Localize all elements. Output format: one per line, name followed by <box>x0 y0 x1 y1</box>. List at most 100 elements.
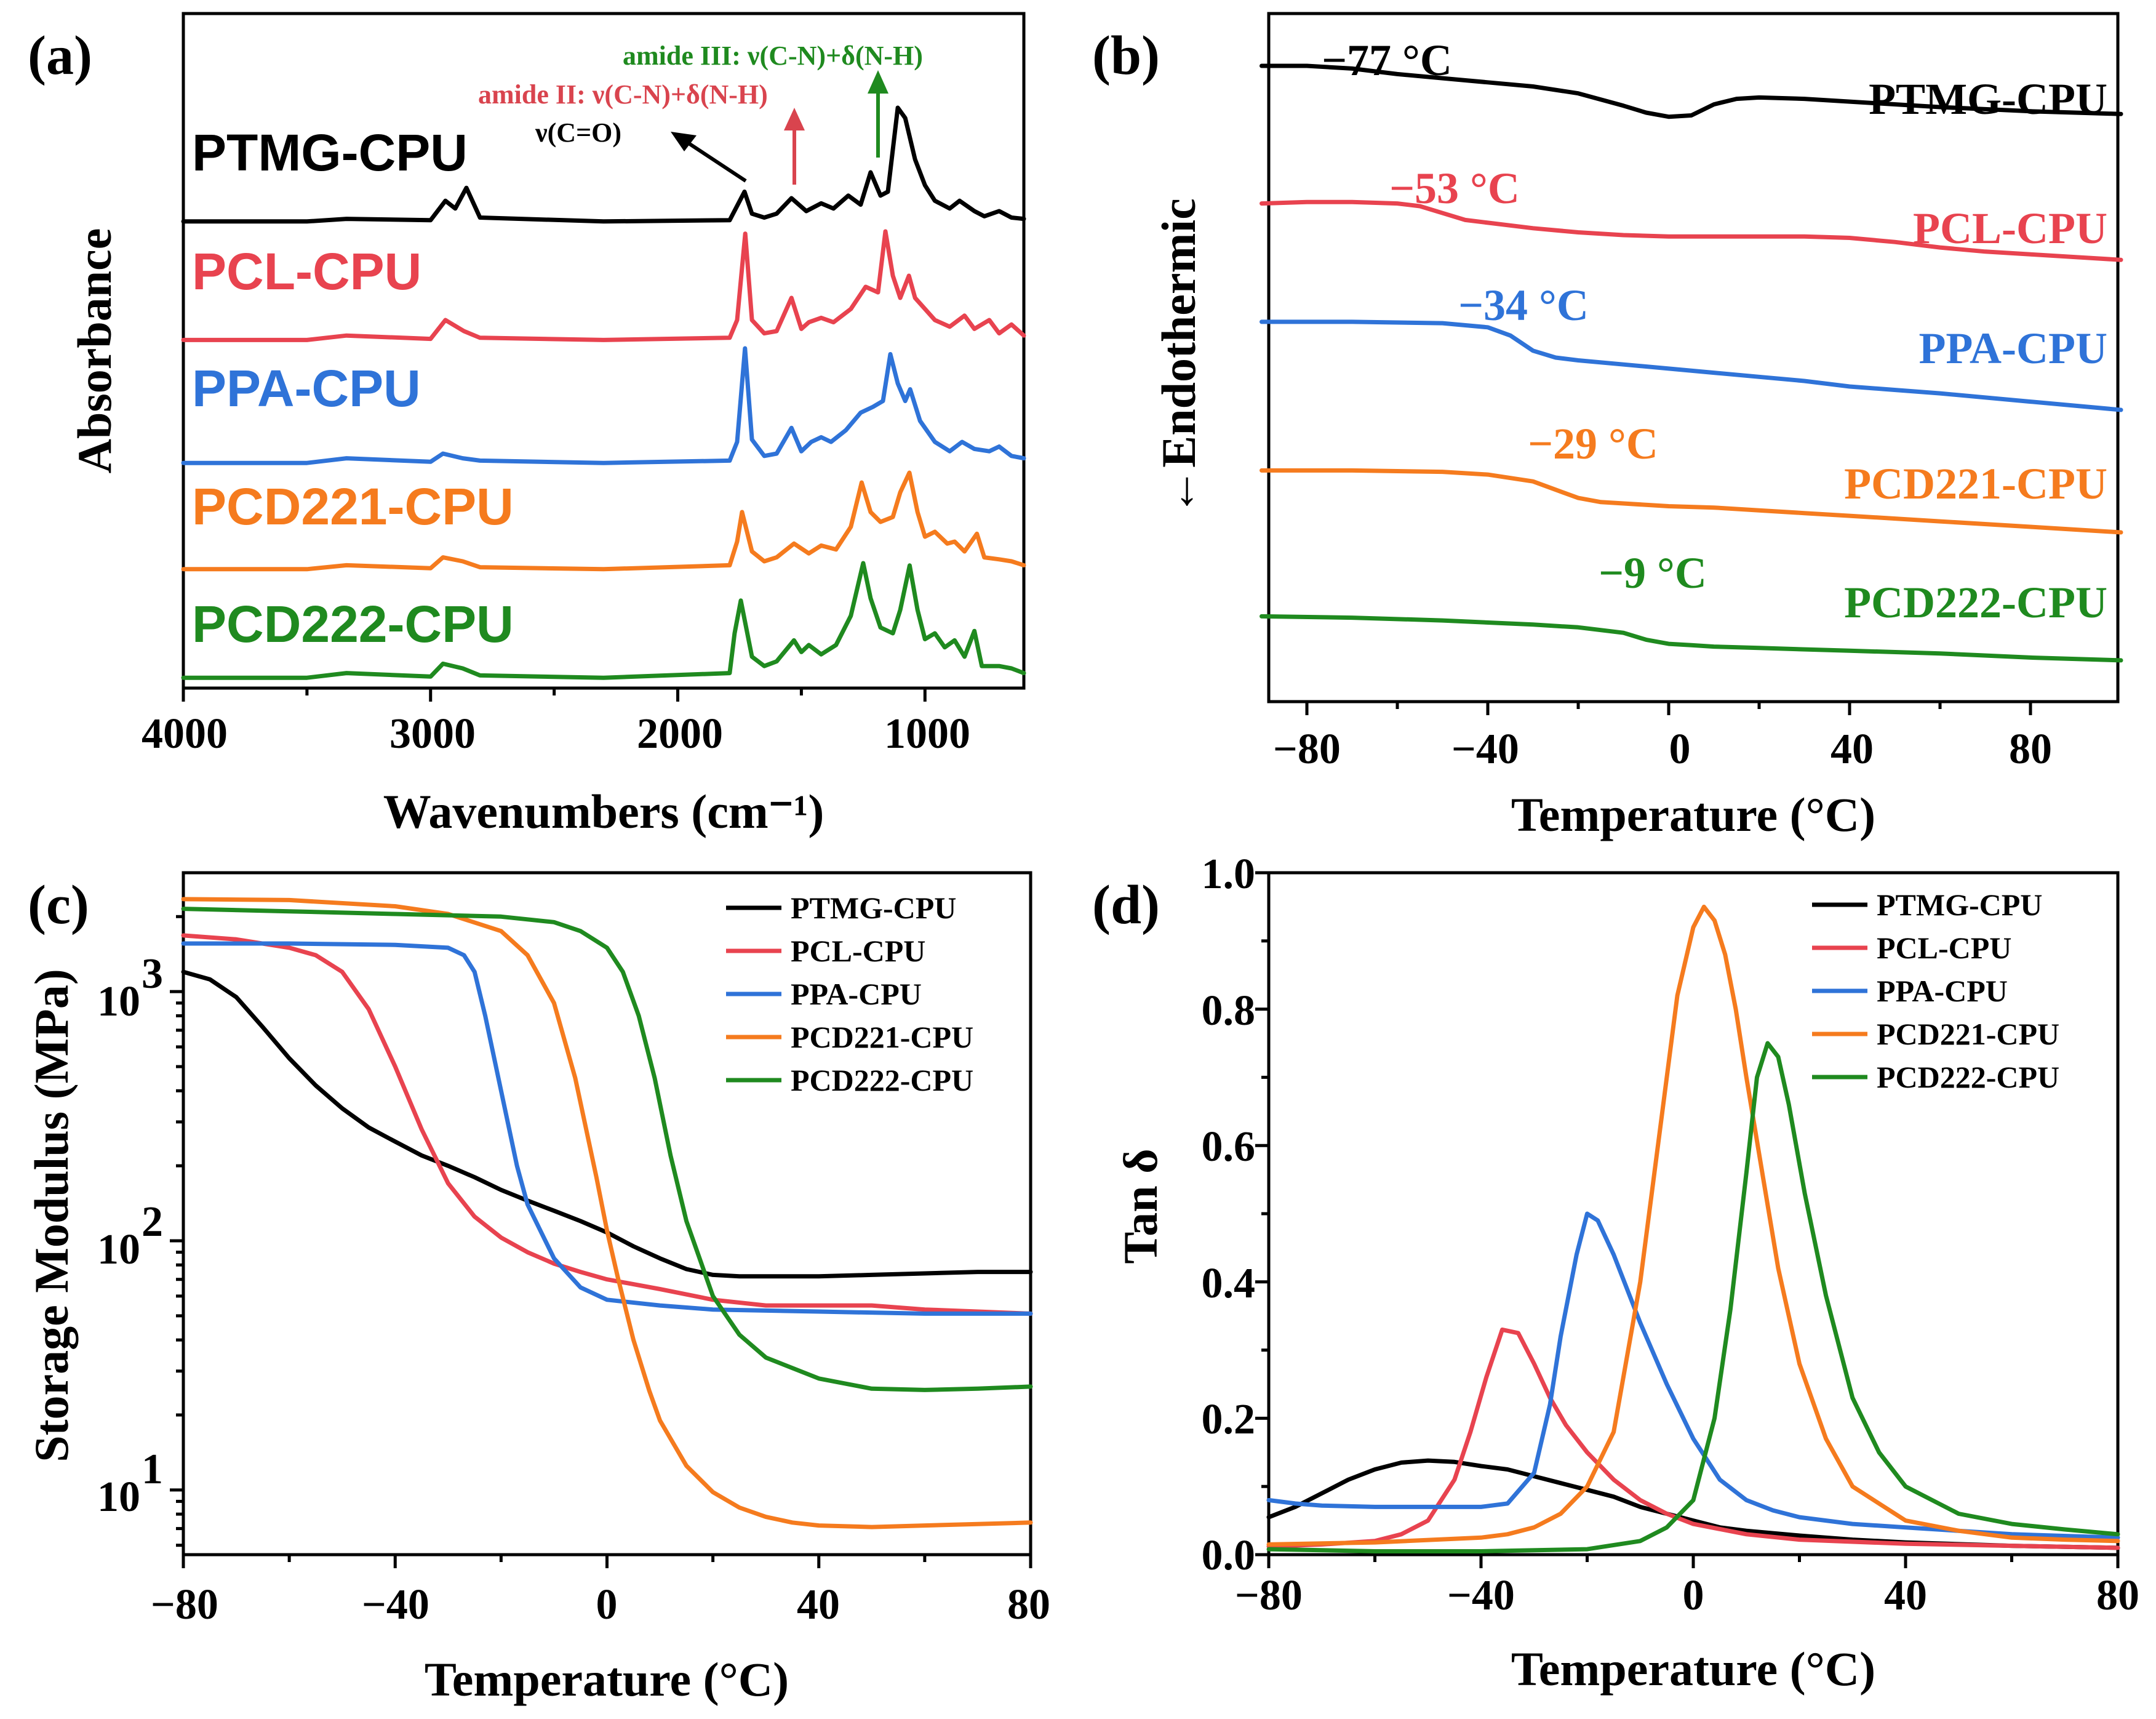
panel-d-ticks <box>1255 871 2120 1568</box>
legend-label: PCD221-CPU <box>791 1020 973 1054</box>
dsc-label-pcl: PCL-CPU <box>1913 204 2107 253</box>
series-line-pcd221 <box>181 470 1026 572</box>
panel-c-ticks <box>170 915 1032 1568</box>
panel-a-curves <box>181 105 1026 680</box>
legend-label: PCL-CPU <box>1877 931 2011 965</box>
panel-d-y-tick-label: 0.0 <box>1202 1532 1256 1579</box>
panel-c-x-tick-label: 0 <box>596 1581 618 1629</box>
panel-c-frame <box>182 871 1032 1557</box>
series-line-pcd222 <box>1266 1041 2120 1553</box>
series-line-pcd221 <box>1266 904 2120 1547</box>
panel-b-curves <box>1260 63 2123 663</box>
panel-c-y-tick-label: 10 3 <box>97 950 163 1025</box>
annotation-amide-ii: amide II: ν(C-N)+δ(N-H) <box>478 79 768 110</box>
series-line-pcl <box>181 933 1033 1316</box>
dsc-label-pcd222: PCD222-CPU <box>1844 578 2107 627</box>
panel-c-y-tick-label: 10 1 <box>97 1446 163 1521</box>
tg-label-ptmg: −77 °C <box>1322 36 1452 85</box>
series-label-ptmg: PTMG-CPU <box>192 124 468 182</box>
panel-a-x-axis-title: Wavenumbers (cm⁻¹) <box>383 785 824 838</box>
svg-text:10: 10 <box>97 978 140 1025</box>
panel-b-x-tick-label: 80 <box>2009 726 2052 773</box>
legend-label: PTMG-CPU <box>1877 888 2042 922</box>
panel-c-x-axis-title: Temperature (°C) <box>425 1653 789 1706</box>
series-label-pcl: PCL-CPU <box>192 242 421 300</box>
panel-b-x-ticks <box>1305 702 2032 715</box>
panel-d-x-tick-label: −80 <box>1235 1572 1303 1619</box>
panel-d-y-tick-label: 1.0 <box>1202 851 1256 898</box>
legend-label: PCL-CPU <box>791 934 925 968</box>
panel-a-frame <box>182 12 1026 690</box>
svg-text:10: 10 <box>97 1226 140 1273</box>
tg-label-pcl: −53 °C <box>1389 164 1520 213</box>
panel-c-x-tick-label: 40 <box>797 1581 840 1629</box>
series-label-pcd222: PCD222-CPU <box>192 595 514 653</box>
legend-label: PCD221-CPU <box>1877 1017 2059 1051</box>
dsc-label-pcd221: PCD221-CPU <box>1844 459 2107 508</box>
panel-d-x-tick-label: 0 <box>1683 1572 1704 1619</box>
panel-d: (d) −80 −40 0 40 80 0.0 0.2 0.4 0.6 0.8 … <box>1092 851 2139 1696</box>
legend-label: PPA-CPU <box>1877 974 2008 1008</box>
series-line-pcd221 <box>1260 468 2123 535</box>
annotation-co: ν(C=O) <box>535 118 621 148</box>
panel-c-x-tick-label: −40 <box>362 1581 429 1629</box>
svg-text:1: 1 <box>142 1446 163 1493</box>
panel-b-y-axis-title: ←Endothermic <box>1152 198 1205 516</box>
panel-c-legend: PTMG-CPU PCL-CPU PPA-CPU PCD221-CPU PCD2… <box>726 891 973 1097</box>
panel-a-x-tick-label: 3000 <box>389 710 476 758</box>
panel-d-x-axis-title: Temperature (°C) <box>1511 1642 1875 1696</box>
panel-a-y-axis-title: Absorbance <box>68 228 121 474</box>
panel-d-x-tick-label: −40 <box>1447 1572 1515 1619</box>
panel-c-label: (c) <box>28 875 89 936</box>
panel-d-y-tick-label: 0.2 <box>1202 1396 1256 1443</box>
panel-c-y-tick-label: 10 2 <box>97 1198 163 1273</box>
annotation-amide-iii: amide III: ν(C-N)+δ(N-H) <box>623 41 923 71</box>
series-line-pcl <box>181 229 1026 342</box>
series-line-pcd222 <box>181 561 1026 680</box>
panel-b-x-axis-title: Temperature (°C) <box>1511 788 1875 841</box>
dsc-label-ptmg: PTMG-CPU <box>1869 74 2107 124</box>
panel-c-x-tick-label: 80 <box>1007 1581 1050 1629</box>
series-line-ptmg <box>181 105 1026 224</box>
panel-d-y-tick-label: 0.4 <box>1202 1260 1256 1307</box>
series-line-pcd222 <box>181 907 1033 1392</box>
panel-d-legend: PTMG-CPU PCL-CPU PPA-CPU PCD221-CPU PCD2… <box>1812 888 2059 1094</box>
panel-b-x-tick-label: −40 <box>1451 726 1519 773</box>
panel-a: (a) 4000 3000 2000 1000 Wavenumbers (cm⁻… <box>28 12 1026 838</box>
series-line-ppa <box>1260 319 2123 412</box>
panel-d-x-tick-label: 40 <box>1884 1572 1927 1619</box>
tg-label-ppa: −34 °C <box>1458 281 1589 330</box>
legend-label: PPA-CPU <box>791 977 922 1011</box>
panel-d-x-tick-label: 80 <box>2096 1572 2139 1619</box>
panel-b: (b) −80 −40 0 40 80 Temperature (°C) ←En… <box>1092 12 2123 841</box>
panel-c-curves <box>181 897 1033 1529</box>
panel-a-label: (a) <box>28 25 92 86</box>
series-line-ppa <box>1266 1211 2120 1540</box>
series-line-pcd221 <box>181 897 1033 1529</box>
panel-d-y-axis-title: Tan δ <box>1114 1148 1167 1264</box>
tg-label-pcd221: −29 °C <box>1528 419 1658 468</box>
panel-d-y-tick-label: 0.8 <box>1202 987 1256 1035</box>
legend-label: PCD222-CPU <box>1877 1060 2059 1094</box>
panel-d-label: (d) <box>1092 875 1160 936</box>
panel-a-x-ticks <box>182 688 927 702</box>
series-label-pcd221: PCD221-CPU <box>192 478 514 535</box>
arrow-co <box>671 132 747 183</box>
svg-text:2: 2 <box>142 1198 163 1246</box>
tg-label-pcd222: −9 °C <box>1599 548 1707 598</box>
series-line-ppa <box>181 941 1033 1316</box>
panel-c-x-tick-label: −80 <box>151 1581 218 1629</box>
series-line-ptmg <box>1260 63 2123 119</box>
panel-b-x-tick-label: 40 <box>1831 726 1874 773</box>
panel-a-x-tick-label: 1000 <box>884 710 970 758</box>
legend-label: PCD222-CPU <box>791 1063 973 1097</box>
arrow-amide-ii <box>784 108 805 185</box>
series-line-ptmg <box>181 969 1033 1279</box>
panel-a-x-tick-label: 4000 <box>142 710 228 758</box>
panel-d-y-tick-label: 0.6 <box>1202 1123 1256 1171</box>
legend-label: PTMG-CPU <box>791 891 956 925</box>
series-line-pcd222 <box>1260 614 2123 663</box>
panel-d-curves <box>1266 904 2120 1553</box>
svg-text:10: 10 <box>97 1473 140 1521</box>
